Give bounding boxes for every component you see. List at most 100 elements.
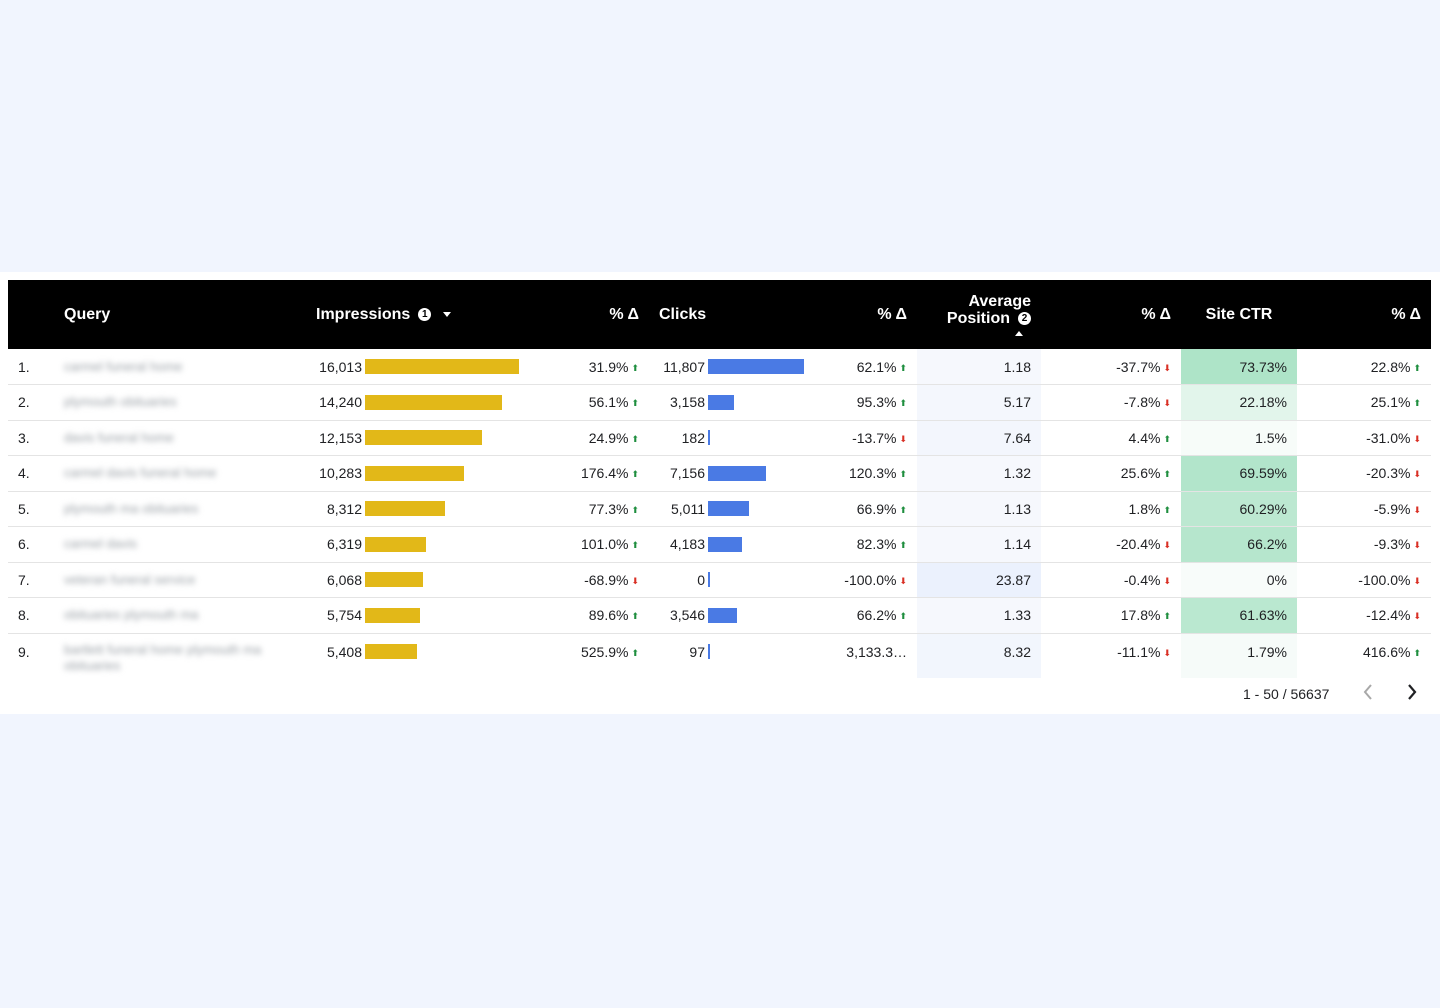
clicks-delta-cell: 95.3% ⬆ (821, 385, 917, 421)
trend-down-icon: ⬇ (1413, 575, 1421, 586)
impressions-cell: 16,013 (306, 349, 539, 385)
sort-descending-icon[interactable] (443, 312, 452, 317)
average-position-cell: 8.32 (917, 633, 1041, 678)
clicks-bar (708, 394, 734, 410)
header-query[interactable]: Query (54, 280, 306, 349)
table-row[interactable]: 8. obituaries plymouth ma 5,754 89.6% ⬆ 3,546… (8, 597, 1431, 634)
table-row[interactable]: 7. veteran funeral service 6,068 -68.9% ⬇ 0 -1… (8, 562, 1431, 598)
header-site-ctr[interactable]: Site CTR (1181, 280, 1297, 349)
impressions-delta: 525.9% (580, 643, 629, 660)
trend-down-icon: ⬇ (1413, 504, 1421, 515)
trend-up-icon: ⬆ (1413, 647, 1421, 658)
query-text: carmel funeral home (64, 358, 183, 374)
trend-down-icon: ⬇ (1163, 647, 1171, 658)
site-ctr-cell: 1.5% (1181, 420, 1297, 456)
impressions-value: 6,068 (326, 571, 362, 588)
site-ctr-cell: 73.73% (1181, 349, 1297, 385)
trend-up-icon: ⬆ (631, 647, 639, 658)
trend-down-icon: ⬇ (1413, 469, 1421, 480)
site-ctr-cell: 1.79% (1181, 633, 1297, 678)
previous-page-button[interactable] (1356, 680, 1380, 704)
average-position-value: 1.32 (1003, 465, 1031, 482)
query-cell[interactable]: plymouth obituaries (54, 385, 306, 421)
header-query-label: Query (64, 305, 111, 323)
query-cell[interactable]: bartlett funeral home plymouth ma obitua… (54, 633, 306, 678)
impressions-value: 8,312 (326, 500, 362, 517)
header-clicks-delta[interactable]: % Δ (821, 280, 917, 349)
query-cell[interactable]: carmel davis (54, 527, 306, 563)
query-cell[interactable]: carmel funeral home (54, 349, 306, 385)
average-position-cell: 1.14 (917, 526, 1041, 562)
impressions-cell: 5,408 (306, 633, 539, 678)
query-cell[interactable]: veteran funeral service (54, 562, 306, 598)
position-delta-cell: -0.4% ⬇ (1041, 562, 1181, 598)
clicks-cell: 11,807 (649, 349, 821, 385)
site-ctr-value: 0% (1266, 571, 1287, 588)
impressions-cell: 5,754 (306, 598, 539, 634)
header-impressions-delta[interactable]: % Δ (539, 280, 649, 349)
site-ctr-value: 1.5% (1255, 429, 1287, 446)
query-cell[interactable]: carmel davis funeral home (54, 456, 306, 492)
impressions-cell: 10,283 (306, 456, 539, 492)
clicks-cell: 182 (649, 420, 821, 456)
clicks-bar (708, 501, 749, 517)
impressions-bar (365, 430, 482, 446)
next-page-button[interactable] (1400, 680, 1424, 704)
table-row[interactable]: 5. plymouth ma obituaries 8,312 77.3% ⬆ 5,011… (8, 491, 1431, 527)
clicks-delta-cell: 3,133.3… (821, 633, 917, 678)
query-text: bartlett funeral home plymouth ma obitua… (64, 641, 262, 673)
position-delta: 17.8% (1120, 607, 1161, 624)
info-icon[interactable]: 1 (418, 308, 432, 321)
impressions-delta: 56.1% (588, 394, 629, 411)
site-ctr-cell: 66.2% (1181, 526, 1297, 562)
table-row[interactable]: 2. plymouth obituaries 14,240 56.1% ⬆ 3,158 95… (8, 384, 1431, 421)
header-position-delta[interactable]: % Δ (1041, 280, 1181, 349)
trend-up-icon: ⬆ (899, 398, 907, 409)
trend-down-icon: ⬇ (631, 575, 639, 586)
site-ctr-cell: 0% (1181, 562, 1297, 598)
trend-up-icon: ⬆ (899, 611, 907, 622)
site-ctr-cell: 69.59% (1181, 455, 1297, 491)
ctr-delta: 22.8% (1370, 358, 1411, 375)
impressions-bar (365, 536, 426, 552)
query-cell[interactable]: plymouth ma obituaries (54, 491, 306, 527)
ctr-delta-cell: 22.8% ⬆ (1297, 349, 1431, 385)
table-row[interactable]: 3. davis funeral home 12,153 24.9% ⬆ 182 -13.7… (8, 420, 1431, 456)
header-ctr-delta[interactable]: % Δ (1297, 280, 1431, 349)
impressions-delta-cell: 101.0% ⬆ (539, 527, 649, 563)
impressions-cell: 14,240 (306, 385, 539, 421)
average-position-cell: 23.87 (917, 562, 1041, 598)
position-delta: -0.4% (1123, 571, 1161, 588)
position-delta: -37.7% (1116, 358, 1161, 375)
table-row[interactable]: 6. carmel davis 6,319 101.0% ⬆ 4,183 82.3% ⬆ 1.1… (8, 526, 1431, 563)
position-delta: 4.4% (1128, 429, 1161, 446)
clicks-delta-cell: 120.3% ⬆ (821, 456, 917, 492)
clicks-delta: 66.9% (856, 500, 897, 517)
ctr-delta: -12.4% (1366, 607, 1411, 624)
header-impressions[interactable]: Impressions 1 (306, 280, 539, 349)
trend-down-icon: ⬇ (1413, 540, 1421, 551)
header-clicks[interactable]: Clicks (649, 280, 821, 349)
trend-up-icon: ⬆ (631, 469, 639, 480)
ctr-delta-cell: 416.6% ⬆ (1297, 633, 1431, 678)
impressions-delta: 77.3% (588, 500, 629, 517)
clicks-value: 4,183 (669, 536, 705, 553)
clicks-bar (708, 465, 767, 481)
pagination-range: 1 - 50 / 56637 (1243, 686, 1330, 702)
clicks-value: 3,158 (669, 394, 705, 411)
clicks-cell: 3,158 (649, 385, 821, 421)
clicks-cell: 97 (649, 633, 821, 678)
ctr-delta-cell: -5.9% ⬇ (1297, 491, 1431, 527)
sort-ascending-icon[interactable] (1014, 331, 1023, 336)
query-cell[interactable]: obituaries plymouth ma (54, 598, 306, 634)
header-average-position[interactable]: Average Position 2 (917, 280, 1041, 349)
table-row[interactable]: 1. carmel funeral home 16,013 31.9% ⬆ 11,807 6… (8, 349, 1431, 385)
site-ctr-value: 60.29% (1239, 500, 1287, 517)
ctr-delta-cell: -100.0% ⬇ (1297, 562, 1431, 598)
table-row[interactable]: 9. bartlett funeral home plymouth ma obit… (8, 633, 1431, 678)
table-row[interactable]: 4. carmel davis funeral home 10,283 176.4% ⬆… (8, 455, 1431, 492)
query-cell[interactable]: davis funeral home (54, 420, 306, 456)
info-icon[interactable]: 2 (1018, 312, 1031, 325)
row-index: 3. (18, 429, 30, 446)
row-index: 6. (18, 536, 30, 553)
